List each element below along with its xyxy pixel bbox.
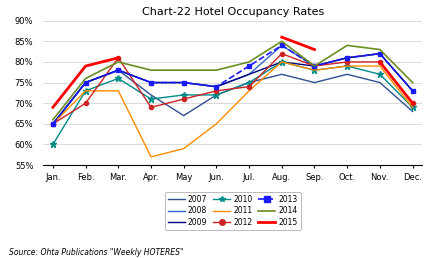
Text: Source: Ohta Publications "Weekly HOTERES": Source: Ohta Publications "Weekly HOTERE… [9, 248, 183, 257]
Title: Chart-22 Hotel Occupancy Rates: Chart-22 Hotel Occupancy Rates [141, 7, 323, 17]
Legend: 2007, 2008, 2009, 2010, 2011, 2012, 2013, 2014, 2015: 2007, 2008, 2009, 2010, 2011, 2012, 2013… [164, 192, 300, 230]
